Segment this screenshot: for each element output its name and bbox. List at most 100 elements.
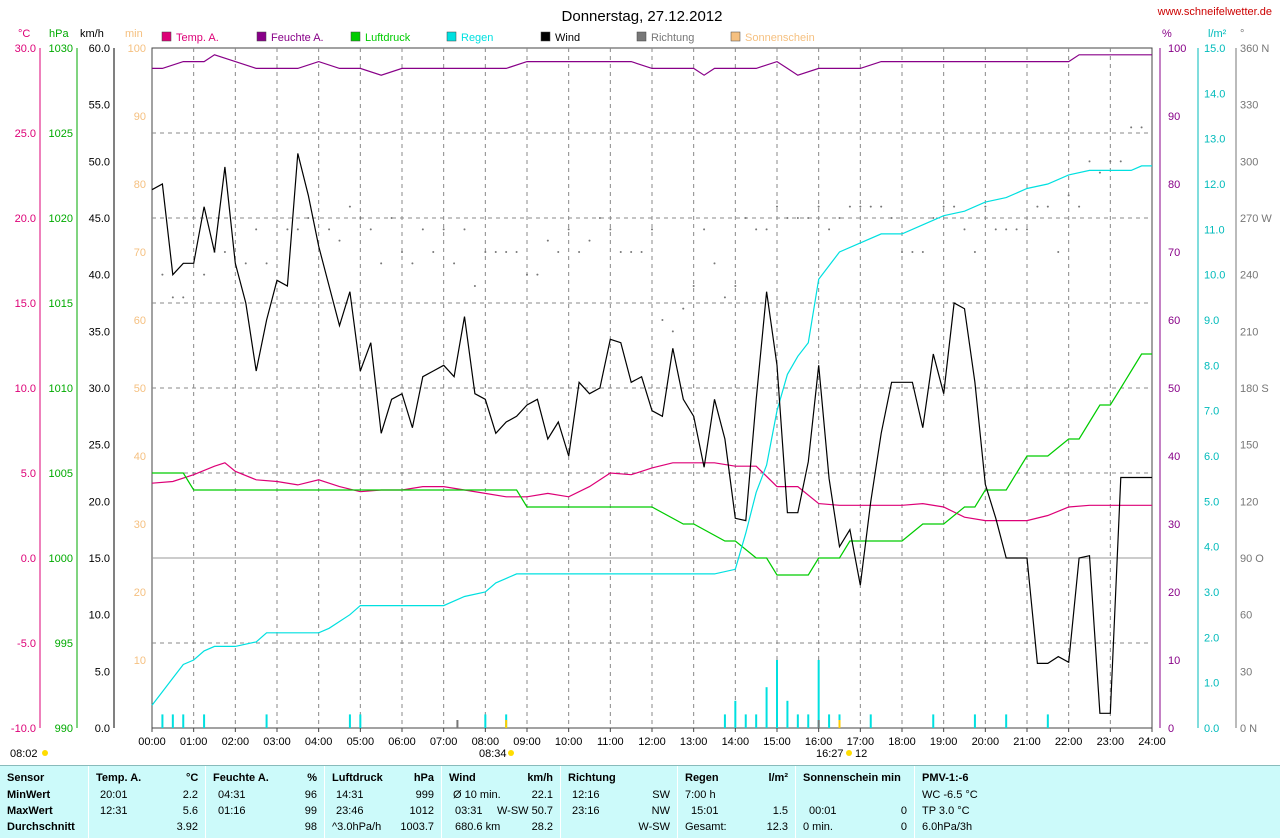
statistics-panel: Sensor MinWert MaxWert Durchschnitt Temp…	[0, 765, 1280, 838]
direction-point	[1026, 228, 1028, 231]
legend-swatch	[730, 31, 741, 42]
x-tick-label: 01:00	[180, 736, 208, 748]
rain-bar	[755, 714, 758, 728]
rain-bar	[828, 714, 831, 728]
temp-tick-label: 30.0	[15, 43, 36, 55]
wind-tick-label: 35.0	[89, 326, 110, 338]
humidity-tick-label: 60	[1168, 315, 1180, 327]
direction-point	[588, 239, 591, 242]
pressure-tick-label: 1015	[49, 298, 73, 310]
sun-tick-label: 20	[134, 587, 146, 599]
wind-tick-label: 40.0	[89, 270, 110, 282]
direction-point	[578, 251, 581, 253]
rain-bar	[265, 714, 268, 728]
rain-tick-label: 13.0	[1204, 134, 1225, 146]
stats-wind-avg10-label: Ø 10 min.	[453, 789, 501, 801]
unit-temp: °C	[18, 28, 30, 40]
series-wind-line	[151, 153, 1152, 714]
legend-swatch	[636, 31, 647, 42]
x-tick-label: 00:00	[138, 736, 166, 748]
direction-point	[244, 262, 247, 265]
website-link[interactable]: www.schneifelwetter.de	[1157, 6, 1272, 18]
stats-humidity-max-value: 99	[304, 805, 317, 817]
wind-tick-label: 5.0	[95, 666, 110, 678]
stats-temp-header: Temp. A.	[96, 772, 142, 784]
rain-bar	[171, 714, 174, 728]
unit-humidity: %	[1162, 28, 1172, 40]
x-tick-label: 24:00	[1138, 736, 1166, 748]
stats-pressure-avg-value: 1003.7	[400, 821, 434, 833]
stats-humidity-unit: %	[307, 772, 317, 784]
direction-point	[661, 319, 664, 321]
direction-point	[411, 262, 414, 265]
rain-bar	[182, 714, 185, 728]
direction-point	[890, 217, 893, 219]
direction-point	[734, 285, 737, 287]
stats-rain-max-value: 1.5	[772, 805, 788, 817]
rain-tick-label: 12.0	[1204, 179, 1225, 191]
direction-point	[338, 239, 341, 242]
legend-label: Richtung	[651, 32, 694, 44]
rain-tick-label: 10.0	[1204, 270, 1225, 282]
sun-tick-label: 70	[134, 247, 146, 259]
sun-tick-label: 30	[134, 519, 146, 531]
direction-point	[223, 251, 226, 253]
x-tick-label: 10:00	[555, 736, 583, 748]
direction-point	[182, 296, 185, 299]
direction-point	[817, 205, 820, 208]
stats-wind-avg10-value: 22.1	[531, 789, 553, 801]
stats-humidity-avg-value: 98	[304, 821, 317, 833]
direction-point	[880, 205, 883, 208]
stats-pressure: Luftdruck hPa 14:31 999 23:46 1012 ^3.0h…	[324, 766, 441, 838]
stats-sun-header: Sonnenschein min	[803, 772, 901, 784]
direction-point	[703, 228, 706, 231]
direction-point	[1067, 194, 1070, 197]
direction-point	[973, 251, 976, 253]
direction-point	[557, 251, 560, 253]
rain-bar	[1005, 714, 1008, 728]
rain-bar	[796, 714, 799, 728]
legend-swatch	[256, 31, 267, 42]
sun-tick-label: 60	[134, 315, 146, 327]
direction-point	[859, 205, 862, 208]
direction-point	[828, 228, 831, 231]
direction-point	[796, 217, 799, 219]
sunset-label: 16:27	[816, 748, 844, 760]
stats-row-avg: Durchschnitt	[7, 821, 75, 833]
rain-tick-label: 6.0	[1204, 451, 1219, 463]
wind-tick-label: 45.0	[89, 213, 110, 225]
temp-tick-label: 15.0	[15, 298, 36, 310]
x-tick-label: 11:00	[597, 736, 624, 748]
rain-bar	[723, 714, 726, 728]
rain-bar	[359, 714, 362, 728]
pressure-tick-label: 1020	[49, 213, 73, 225]
direction-point	[494, 251, 497, 253]
stats-rain: Regen l/m² 7:00 h 15:01 1.5 Gesamt: 12.3	[677, 766, 795, 838]
direction-point	[484, 251, 487, 253]
rain-tick-label: 9.0	[1204, 315, 1219, 327]
direction-point	[296, 228, 299, 231]
direction-point	[776, 205, 778, 208]
stats-pressure-unit: hPa	[413, 772, 434, 784]
stats-wind-max-direction: W-SW	[497, 805, 529, 817]
direction-tick-label: 360 N	[1240, 43, 1269, 55]
direction-point	[536, 273, 539, 276]
legend-swatch	[540, 31, 551, 42]
pressure-tick-label: 1005	[49, 468, 73, 480]
series-luftdruck-line	[152, 353, 1152, 576]
direction-point	[286, 228, 289, 231]
direction-point	[463, 228, 466, 231]
stats-direction-min-value: SW	[652, 789, 670, 801]
direction-point	[1140, 126, 1143, 129]
stats-direction-max-value: NW	[651, 805, 670, 817]
stats-humidity: Feuchte A. % 04:31 96 01:16 99 98	[205, 766, 324, 838]
axes: 30.025.020.015.010.05.00.0-5.0-10.010301…	[11, 43, 1272, 748]
stats-wind-header: Wind	[449, 772, 476, 784]
direction-point	[901, 251, 903, 253]
stats-sun-max-value: 0	[900, 805, 907, 817]
stats-wind-distance: 680.6 km	[455, 821, 501, 833]
legend-label: Sonnenschein	[745, 32, 815, 44]
direction-point	[921, 251, 924, 253]
legend-label: Feuchte A.	[271, 32, 324, 44]
chart-title: Donnerstag, 27.12.2012	[562, 8, 723, 25]
